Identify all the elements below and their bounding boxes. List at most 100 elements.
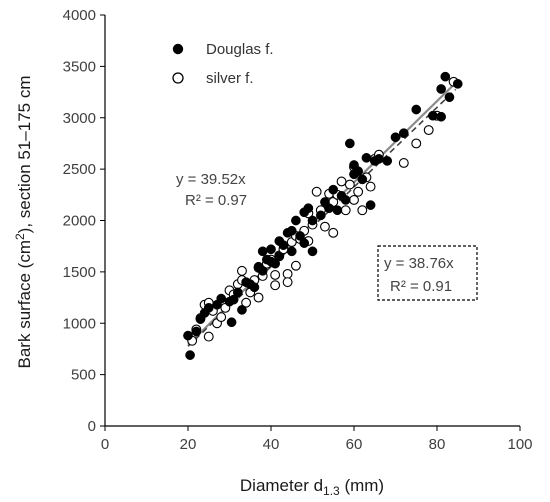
equation-douglas-r2: R² = 0.97 (185, 192, 247, 209)
point-douglas (315, 210, 326, 221)
x-tick-label: 60 (346, 436, 363, 453)
point-silver (365, 181, 376, 192)
y-tick-label: 3500 (63, 58, 96, 75)
point-silver (237, 265, 247, 276)
legend-label-silver: silver f. (206, 70, 254, 87)
point-douglas (216, 293, 227, 304)
point-douglas (436, 84, 446, 94)
equation-silver-box (377, 245, 478, 301)
point-douglas (436, 111, 446, 122)
point-silver (398, 158, 409, 168)
y-ticks: 0 500 1000 1500 2000 2500 3000 3500 4000 (63, 7, 105, 435)
legend-label-douglas: Douglas f. (206, 41, 274, 58)
point-douglas (398, 128, 409, 139)
x-tick-label: 100 (507, 436, 532, 453)
y-axis-title-rest: ), section 51–175 cm (15, 76, 34, 234)
point-douglas (428, 110, 438, 121)
point-douglas (444, 92, 455, 103)
point-silver (253, 292, 264, 303)
point-douglas (274, 251, 285, 262)
point-douglas (299, 238, 310, 248)
point-silver (336, 176, 347, 187)
x-tick-label: 0 (101, 436, 109, 453)
point-silver (344, 179, 355, 190)
equation-silver-r2: R² = 0.91 (390, 278, 452, 295)
y-tick-label: 1500 (63, 264, 96, 281)
x-tick-label: 80 (429, 436, 446, 453)
y-tick-label: 4000 (63, 7, 96, 24)
point-douglas (237, 305, 247, 315)
y-tick-label: 500 (71, 367, 96, 384)
x-axis-title-sub: 1.3 (323, 484, 340, 498)
equation-silver-line: y = 38.76x (384, 255, 454, 272)
point-silver (311, 186, 322, 197)
point-douglas (270, 258, 280, 269)
legend-marker-douglas (172, 43, 184, 55)
point-silver (270, 270, 281, 280)
point-douglas (185, 350, 195, 360)
point-douglas (361, 152, 372, 163)
point-douglas (332, 205, 343, 216)
point-douglas (340, 195, 351, 205)
equation-douglas: y = 39.52x R² = 0.97 (176, 171, 247, 209)
point-douglas (183, 330, 193, 341)
y-tick-label: 3000 (63, 110, 96, 127)
point-silver (216, 312, 227, 323)
point-silver (282, 268, 293, 279)
point-silver (349, 195, 359, 205)
point-douglas (353, 166, 363, 177)
point-douglas (345, 138, 355, 149)
point-silver (290, 260, 301, 271)
point-douglas (226, 317, 237, 328)
point-silver (340, 205, 351, 216)
y-tick-label: 0 (88, 418, 96, 435)
point-douglas (307, 215, 318, 226)
x-tick-label: 40 (263, 436, 280, 453)
point-silver (203, 331, 214, 342)
equation-silver: y = 38.76x R² = 0.91 (377, 245, 478, 301)
point-douglas (291, 215, 301, 226)
point-silver (328, 227, 339, 238)
point-douglas (203, 302, 214, 313)
point-douglas (286, 246, 297, 257)
point-douglas (191, 326, 202, 337)
point-silver (282, 277, 293, 288)
x-axis-title-main: Diameter d (240, 476, 323, 495)
point-douglas (452, 78, 463, 89)
point-silver (320, 221, 330, 232)
y-axis-title: Bark surface (cm2), section 51–175 cm (13, 76, 34, 369)
point-silver (411, 138, 422, 149)
point-douglas (357, 174, 368, 185)
point-douglas (232, 287, 243, 298)
point-silver (353, 186, 364, 197)
point-douglas (328, 184, 339, 195)
point-douglas (286, 225, 297, 236)
y-tick-label: 2000 (63, 213, 96, 230)
point-silver (357, 205, 368, 216)
x-axis-title-unit: (mm) (340, 476, 384, 495)
legend-marker-silver (172, 72, 184, 84)
y-tick-label: 2500 (63, 161, 96, 178)
point-douglas (411, 104, 422, 115)
point-douglas (390, 132, 401, 143)
x-axis-title: Diameter d1.3 (mm) (240, 476, 384, 498)
y-axis-title-sup: 2 (13, 233, 27, 240)
y-axis-title-main: Bark surface (cm (15, 240, 34, 368)
y-tick-label: 1000 (63, 315, 96, 332)
point-silver (270, 280, 281, 291)
x-tick-label: 20 (180, 436, 197, 453)
point-douglas (303, 203, 314, 214)
point-douglas (374, 154, 384, 164)
point-douglas (257, 246, 268, 257)
point-silver (241, 297, 252, 308)
point-douglas (266, 244, 276, 255)
point-douglas (295, 231, 305, 241)
point-douglas (440, 71, 451, 82)
point-douglas (365, 200, 376, 210)
x-ticks: 0 20 40 60 80 100 (101, 426, 533, 453)
point-douglas (307, 246, 318, 257)
point-douglas (249, 282, 260, 293)
point-douglas (228, 294, 239, 305)
point-douglas (257, 265, 268, 276)
